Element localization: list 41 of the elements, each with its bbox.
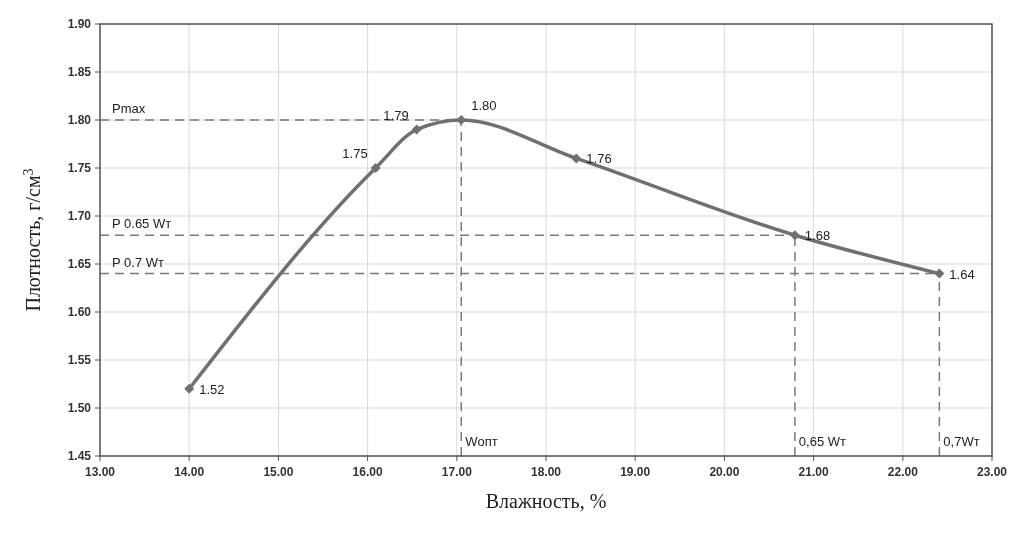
point	[184, 383, 195, 394]
y-tick-label: 1.50	[67, 401, 92, 415]
y-tick-label: 1.80	[67, 113, 92, 127]
y-tick-label: 1.45	[67, 449, 92, 463]
point	[370, 163, 381, 173]
point	[571, 153, 582, 164]
ref-line-label: P 0.65 Wт	[112, 216, 172, 232]
x-tick-label: 23.00	[976, 465, 1008, 479]
x-tick-label: 22.00	[887, 465, 919, 479]
x-tick-label: 14.00	[174, 465, 205, 479]
y-tick-label: 1.75	[67, 161, 92, 175]
ref-line-label: 0,7Wт	[943, 434, 980, 449]
y-tick-label: 1.90	[67, 17, 92, 31]
x-tick-label: 18.00	[530, 465, 562, 479]
data-label: 1.75	[342, 146, 368, 161]
ref-line-label: 0,65 Wт	[798, 434, 847, 449]
ref-line-label: Wопт	[465, 434, 498, 449]
x-tick-label: 20.00	[709, 465, 740, 479]
x-tick-label: 15.00	[263, 465, 294, 479]
x-tick-label: 16.00	[352, 465, 383, 479]
y-tick-label: 1.85	[67, 65, 92, 79]
point	[934, 268, 945, 279]
data-label: 1.80	[471, 98, 497, 113]
y-tick-label: 1.70	[67, 209, 92, 223]
data-label: 1.79	[383, 107, 409, 123]
x-tick-label: 21.00	[798, 465, 829, 479]
x-tick-label: 13.00	[84, 465, 116, 479]
x-axis-title: Влажность, %	[485, 490, 607, 512]
data-label: 1.64	[949, 266, 975, 282]
y-tick-label: 1.60	[67, 305, 92, 319]
point	[789, 230, 800, 241]
y-tick-label: 1.65	[67, 257, 92, 271]
data-label: 1.52	[199, 381, 225, 397]
y-tick-label: 1.55	[67, 353, 92, 367]
point	[411, 124, 422, 135]
ref-line-label: P 0.7 Wт	[112, 254, 164, 270]
x-tick-label: 19.00	[620, 465, 651, 479]
ref-line-label: Pmax	[112, 101, 146, 116]
data-label: 1.76	[586, 151, 612, 167]
data-label: 1.68	[804, 228, 831, 244]
x-tick-label: 17.00	[441, 465, 473, 479]
